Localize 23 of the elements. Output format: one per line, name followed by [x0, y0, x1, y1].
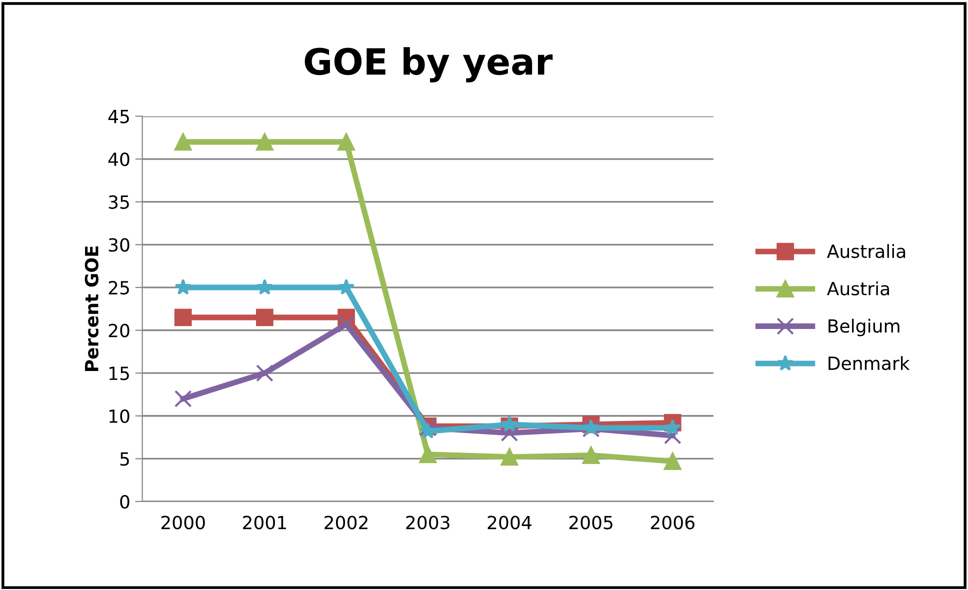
x-tick-label: 2002: [324, 516, 368, 530]
y-tick-label: 45: [108, 110, 129, 124]
x-tick-label: 2001: [243, 516, 286, 530]
y-tick-label: 0: [120, 494, 130, 509]
y-tick-label: 25: [108, 280, 129, 295]
x-tick-label: 2005: [569, 516, 612, 530]
y-axis-title: Percent GOE: [84, 246, 98, 372]
y-tick-label: 5: [120, 452, 129, 466]
legend-label: Belgium: [828, 318, 900, 336]
y-tick-label: 10: [110, 409, 130, 423]
x-tick-label: 2003: [406, 516, 450, 530]
y-tick-label: 20: [108, 324, 130, 338]
chart-title: GOE by year: [304, 47, 553, 82]
y-tick-label: 15: [110, 366, 129, 380]
legend-label: Austria: [826, 281, 889, 296]
legend-label: Denmark: [828, 356, 910, 370]
x-tick-label: 2006: [650, 516, 694, 530]
legend-label: Australia: [826, 244, 906, 258]
y-tick-label: 35: [108, 195, 129, 209]
x-tick-label: 2000: [161, 516, 205, 530]
y-tick-label: 30: [108, 238, 130, 252]
x-tick-label: 2004: [488, 516, 532, 530]
y-tick-label: 40: [108, 152, 130, 166]
